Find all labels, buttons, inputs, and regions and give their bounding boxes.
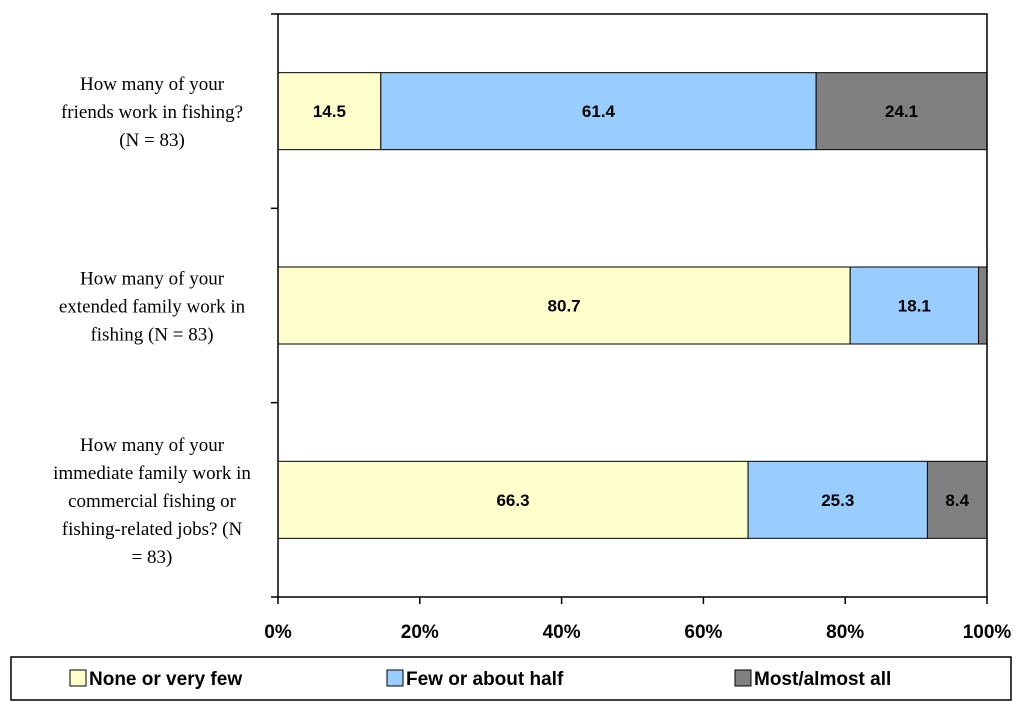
legend-box <box>10 656 1012 701</box>
axes <box>271 13 988 604</box>
x-tick-label: 80% <box>826 622 864 643</box>
data-label: 18.1 <box>898 297 931 316</box>
bar-segment-2-series-2 <box>849 266 979 345</box>
data-label: 80.7 <box>548 297 581 316</box>
bar-segment-1-series-2 <box>380 72 817 151</box>
data-label: 25.3 <box>821 491 854 510</box>
plot-area-frame <box>277 13 988 598</box>
category-label: How many of your extended family work in f… <box>59 269 246 346</box>
bar-segment-1-series-3 <box>815 72 988 151</box>
category-labels: How many of your friends work in fishing?… <box>53 74 251 568</box>
legend-label: None or very few <box>89 669 242 690</box>
x-tick-label: 20% <box>401 622 439 643</box>
bar-segment-2-series-3 <box>977 266 988 345</box>
bar-segment-3-series-3 <box>926 460 988 539</box>
legend-label: Few or about half <box>406 669 564 690</box>
data-labels: 14.5 61.4 24.1 80.7 18.1 66.3 25.3 8.4 <box>313 102 970 510</box>
data-label: 24.1 <box>885 102 918 121</box>
category-label: How many of your friends work in fishing?… <box>61 74 243 151</box>
x-tick-labels: 0% 20% 40% 60% 80% 100% <box>264 622 1011 643</box>
data-label: 66.3 <box>496 491 529 510</box>
bar-segment-3-series-1 <box>277 460 749 539</box>
bar-segments <box>277 72 988 539</box>
category-label: How many of your immediate family work in… <box>53 435 251 568</box>
legend-swatch <box>69 669 87 687</box>
x-tick-label: 0% <box>264 622 292 643</box>
legend-swatch <box>734 669 752 687</box>
data-label: 14.5 <box>313 102 346 121</box>
x-tick-label: 40% <box>543 622 581 643</box>
legend-swatch <box>386 669 404 687</box>
legend: None or very few Few or about half Most/al… <box>10 656 1012 701</box>
x-tick-label: 60% <box>684 622 722 643</box>
bar-segment-2-series-1 <box>277 266 851 345</box>
legend-label: Most/almost all <box>754 669 891 690</box>
bar-segment-1-series-1 <box>277 72 382 151</box>
x-tick-label: 100% <box>963 622 1012 643</box>
data-label: 61.4 <box>582 102 616 121</box>
bar-segment-3-series-2 <box>747 460 928 539</box>
data-label: 8.4 <box>945 491 969 510</box>
